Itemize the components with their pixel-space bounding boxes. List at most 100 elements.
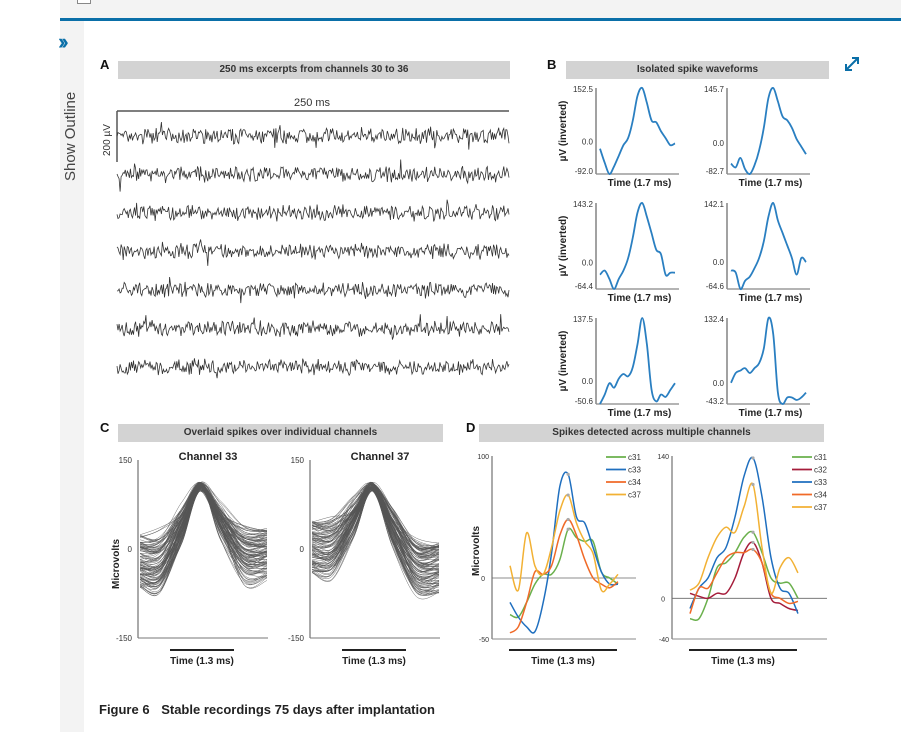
spike-trace bbox=[139, 483, 268, 565]
spike-trace bbox=[139, 486, 268, 583]
spike-trace bbox=[311, 484, 440, 578]
spike-trace bbox=[311, 488, 440, 588]
y-tick: 100 bbox=[477, 454, 489, 461]
spike-trace bbox=[139, 484, 268, 571]
y-tick-max: 145.7 bbox=[704, 85, 725, 94]
waveform-plot: 145.7 0.0 -82.7 Time (1.7 ms) bbox=[704, 85, 810, 189]
y-axis-label: µV (inverted) bbox=[558, 101, 569, 162]
y-tick-min: -82.7 bbox=[706, 167, 725, 176]
spike-trace bbox=[311, 487, 440, 591]
panel-a-title: 250 ms excerpts from channels 30 to 36 bbox=[118, 61, 510, 79]
waveform-line bbox=[730, 202, 807, 291]
peak-marker bbox=[566, 527, 570, 531]
y-tick-min: -64.6 bbox=[706, 282, 725, 291]
spike-trace bbox=[139, 482, 268, 572]
spike-trace bbox=[139, 482, 268, 581]
waveform-line bbox=[599, 202, 676, 290]
legend-label-c31: c31 bbox=[814, 453, 827, 462]
spike-trace bbox=[139, 487, 268, 577]
y-axis-label: µV (inverted) bbox=[558, 331, 569, 392]
series-line-c33 bbox=[689, 456, 799, 614]
x-axis-label: Time (1.3 ms) bbox=[342, 656, 406, 667]
amplitude-scale-label: 200 µV bbox=[102, 124, 113, 156]
y-tick-min: -50.6 bbox=[575, 397, 594, 406]
spike-trace bbox=[139, 490, 268, 566]
y-axis-label: µV (inverted) bbox=[558, 216, 569, 277]
legend-label-c37: c37 bbox=[628, 491, 641, 500]
y-tick-max: 137.5 bbox=[573, 315, 594, 324]
x-axis-label: Time (1.3 ms) bbox=[711, 656, 775, 667]
legend-label-c37: c37 bbox=[814, 503, 827, 512]
waveform-plot: 137.5 0.0 -50.6 Time (1.7 ms) µV (inverted) bbox=[558, 315, 679, 419]
peak-marker bbox=[566, 517, 570, 522]
overlay-plot: 150 0 -150 Channel 37 Time (1.3 ms) bbox=[288, 451, 440, 667]
overlay-plot: 150 0 -150 Channel 33 Time (1.3 ms) bbox=[116, 451, 268, 667]
x-axis-label: Time (1.3 ms) bbox=[170, 656, 234, 667]
legend-label-c32: c32 bbox=[814, 466, 827, 475]
y-tick: 0 bbox=[128, 545, 133, 554]
spike-trace bbox=[139, 483, 268, 560]
spike-trace bbox=[139, 486, 268, 578]
x-axis-label: Time (1.7 ms) bbox=[608, 293, 672, 304]
y-tick-min: -43.2 bbox=[706, 397, 725, 406]
y-tick-zero: 0.0 bbox=[582, 138, 594, 147]
series-line-c34 bbox=[509, 518, 619, 634]
y-tick: -50 bbox=[479, 637, 489, 644]
double-chevron-right-icon[interactable]: ›› bbox=[58, 29, 68, 54]
x-axis-label: Time (1.3 ms) bbox=[531, 656, 595, 667]
panel-c-overlaid-spikes: Microvolts 150 0 -150 Channel 33 Time (1.3 ms… bbox=[111, 451, 440, 667]
spike-trace bbox=[311, 488, 440, 587]
legend-label-c34: c34 bbox=[628, 478, 641, 487]
x-axis-label: Time (1.7 ms) bbox=[739, 408, 803, 419]
peak-marker bbox=[751, 456, 755, 460]
y-tick-zero: 0.0 bbox=[713, 258, 725, 267]
spike-trace bbox=[139, 487, 268, 572]
x-axis-label: Time (1.7 ms) bbox=[608, 408, 672, 419]
legend-label-c33: c33 bbox=[814, 478, 827, 487]
figure-number: Figure 6 bbox=[99, 702, 150, 717]
spike-trace bbox=[311, 483, 440, 554]
checkbox[interactable] bbox=[77, 0, 91, 4]
trace-channel-35 bbox=[116, 314, 510, 340]
spike-trace bbox=[311, 485, 440, 593]
trace-channel-31 bbox=[116, 159, 510, 192]
y-tick-zero: 0.0 bbox=[713, 139, 725, 148]
y-tick-zero: 0.0 bbox=[713, 379, 725, 388]
trace-channel-34 bbox=[116, 276, 510, 304]
spike-trace bbox=[311, 488, 440, 571]
panel-a-traces: 250 ms 200 µV bbox=[102, 97, 510, 379]
spike-trace bbox=[311, 484, 440, 558]
y-tick: -150 bbox=[288, 634, 305, 643]
figure-caption: Figure 6 Stable recordings 75 days after… bbox=[99, 702, 435, 717]
panel-c-title: Overlaid spikes over individual channels bbox=[118, 424, 443, 442]
y-axis-label: Microvolts bbox=[471, 526, 482, 576]
y-tick-zero: 0.0 bbox=[582, 377, 594, 386]
y-tick: 0 bbox=[300, 545, 305, 554]
peak-marker bbox=[751, 547, 755, 552]
spike-trace bbox=[311, 482, 440, 596]
panel-d-title: Spikes detected across multiple channels bbox=[479, 424, 824, 442]
series-line-c37 bbox=[689, 482, 799, 595]
time-scale-label: 250 ms bbox=[294, 97, 331, 109]
y-tick: -40 bbox=[659, 637, 669, 644]
x-axis-label: Time (1.7 ms) bbox=[739, 293, 803, 304]
spike-trace bbox=[139, 485, 268, 551]
expand-diagonal-icon[interactable] bbox=[842, 54, 862, 74]
legend-label-c33: c33 bbox=[628, 466, 641, 475]
spike-trace bbox=[311, 487, 440, 568]
y-tick-min: -64.4 bbox=[575, 282, 594, 291]
legend-label-c31: c31 bbox=[628, 453, 641, 462]
show-outline-toggle[interactable]: Show Outline bbox=[62, 91, 79, 181]
series-line-c37 bbox=[509, 494, 619, 593]
peak-marker bbox=[566, 472, 570, 476]
y-tick: 150 bbox=[119, 456, 133, 465]
y-tick: -150 bbox=[116, 634, 133, 643]
spike-trace bbox=[311, 486, 440, 589]
peak-marker bbox=[566, 493, 570, 497]
spike-trace bbox=[139, 484, 268, 569]
y-tick: 140 bbox=[657, 454, 669, 461]
y-tick: 150 bbox=[291, 456, 305, 465]
trace-channel-30 bbox=[116, 121, 510, 150]
waveform-line bbox=[599, 86, 676, 175]
